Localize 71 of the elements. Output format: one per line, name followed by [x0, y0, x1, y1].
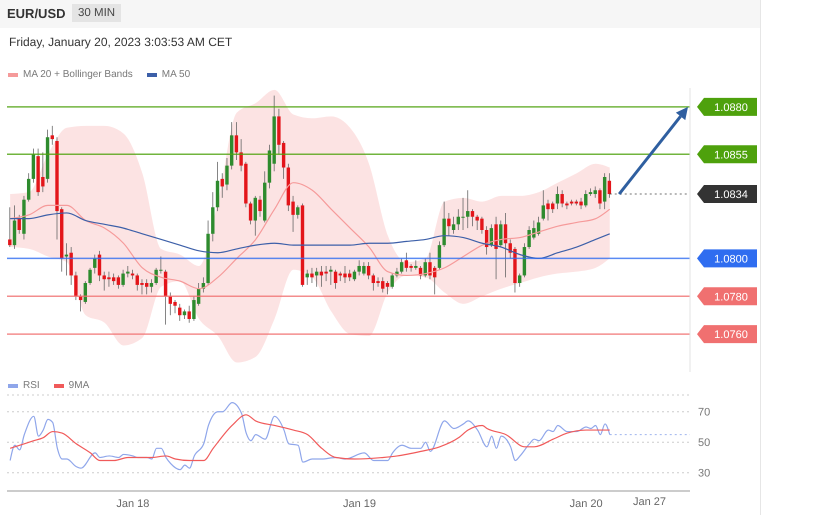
candlestick — [18, 214, 21, 234]
candlestick — [352, 269, 356, 282]
y-tick-label: 1.0760 — [714, 329, 748, 342]
y-tick-label: 50 — [698, 437, 710, 450]
candlestick — [542, 190, 545, 221]
chart-subtitle: 30 MIN — [72, 4, 122, 22]
y-tick-label: 1.0800 — [714, 253, 748, 266]
candlestick — [296, 204, 300, 220]
legend-label: MA 20 + Bollinger Bands — [23, 69, 133, 80]
line-series — [10, 212, 610, 259]
candlestick — [26, 172, 30, 202]
candlestick — [452, 216, 456, 234]
candlestick — [254, 196, 257, 236]
line-series — [10, 414, 610, 462]
candlestick — [310, 267, 314, 284]
candlestick — [306, 269, 309, 286]
candlestick — [84, 280, 88, 304]
x-tick-label: Jan 19 — [343, 498, 376, 510]
x-tick-label: Jan 18 — [116, 498, 150, 510]
candlestick — [64, 242, 68, 276]
candlestick — [598, 188, 602, 210]
candlestick — [366, 262, 370, 280]
legend-label: MA 50 — [162, 69, 190, 80]
candlestick — [8, 206, 12, 248]
candlestick — [126, 266, 130, 278]
y-tick-label: 1.0834 — [714, 189, 748, 202]
candlestick — [130, 269, 134, 280]
y-tick-label: 1.0855 — [714, 149, 748, 162]
y-tick-label: 1.0780 — [714, 291, 748, 304]
candlestick — [168, 292, 172, 316]
candlestick — [414, 260, 418, 270]
candlestick — [466, 190, 470, 229]
line-series — [10, 402, 610, 470]
candlestick — [556, 186, 560, 210]
candlestick — [248, 201, 252, 225]
candlestick — [424, 258, 427, 278]
candlestick — [121, 269, 125, 288]
candlestick — [438, 240, 442, 270]
candlestick — [499, 220, 502, 248]
candlestick — [432, 266, 436, 295]
candlestick — [93, 254, 96, 274]
candlestick — [50, 125, 54, 146]
legend-label: RSI — [23, 380, 40, 391]
y-tick-label: 30 — [698, 468, 710, 480]
candlestick — [608, 172, 612, 198]
candlestick — [518, 273, 522, 288]
y-tick-label: 70 — [698, 406, 710, 419]
candlestick — [314, 267, 318, 288]
candlestick — [258, 196, 262, 218]
candlestick — [220, 172, 224, 198]
candlestick — [565, 201, 569, 210]
candlestick — [69, 246, 73, 286]
candlestick — [484, 226, 488, 256]
candlestick — [187, 305, 191, 324]
text: Jan 27 — [633, 496, 666, 508]
candlestick — [490, 224, 494, 248]
candlestick — [372, 273, 376, 291]
legend-label: 9MA — [68, 380, 90, 391]
text: Friday, January 20, 2023 3:03:53 AM CET — [9, 35, 232, 49]
candlestick — [234, 122, 238, 160]
y-tick-label: 1.0880 — [714, 102, 748, 114]
candlestick — [150, 278, 154, 293]
candlestick — [178, 303, 182, 322]
candlestick — [447, 212, 451, 236]
candlestick — [74, 271, 78, 300]
x-tick-label: Jan 20 — [570, 498, 603, 510]
candlestick — [400, 258, 404, 274]
candlestick — [584, 190, 588, 208]
candlestick — [390, 273, 394, 290]
chart-title: EUR/USD — [7, 6, 66, 21]
candlestick — [560, 190, 564, 208]
